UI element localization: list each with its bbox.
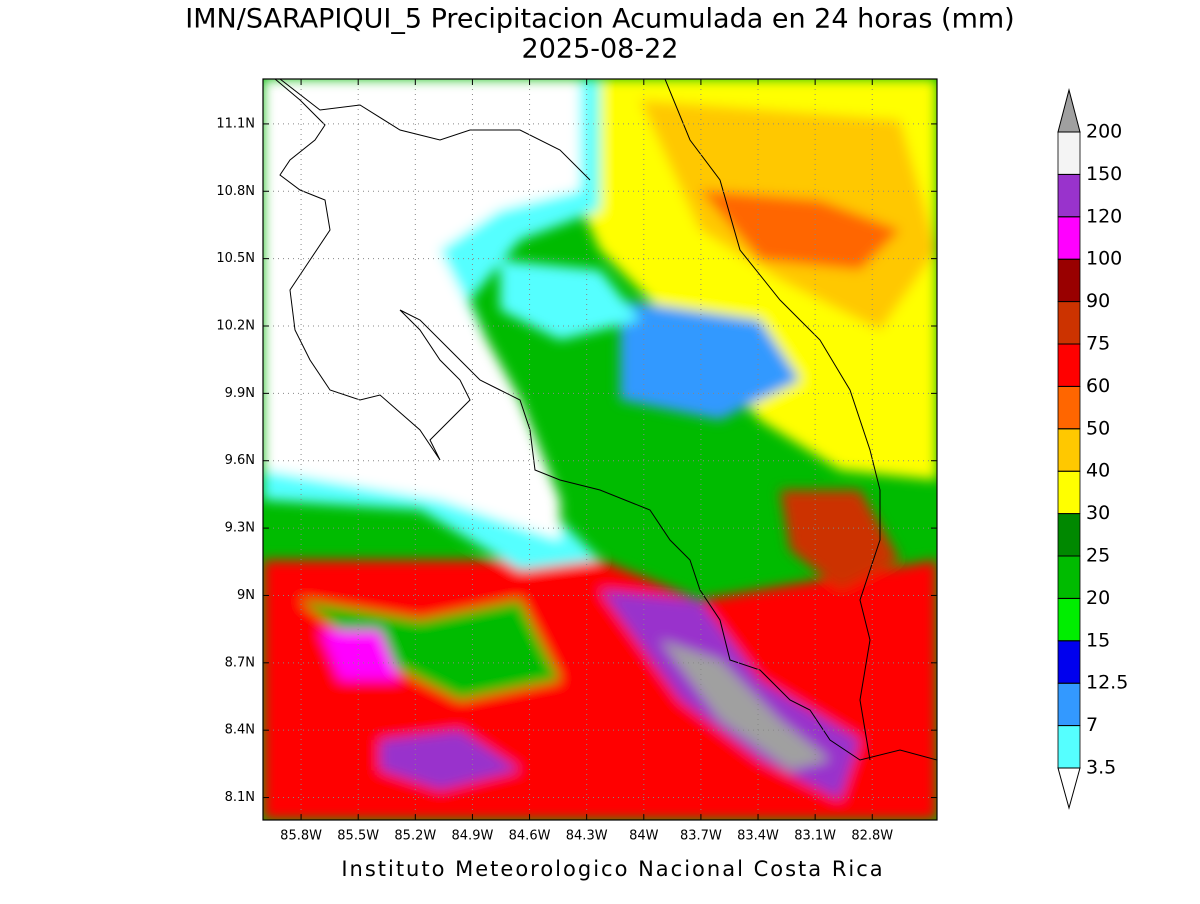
y-tick-label: 9.6N [225,453,255,468]
y-tick-label: 9.3N [225,521,255,536]
colorbar-label: 100 [1086,248,1122,270]
colorbar-under [1057,767,1081,810]
colorbar-segment [1057,343,1081,387]
colorbar-label: 3.5 [1086,757,1116,779]
colorbar-label: 90 [1086,290,1110,312]
colorbar-label: 7 [1086,714,1098,736]
colorbar-segment [1057,513,1081,557]
colorbar-segment [1057,385,1081,430]
y-tick-label: 8.4N [225,723,255,738]
colorbar-label: 75 [1086,333,1110,355]
colorbar-segment [1057,131,1081,175]
colorbar-label: 25 [1086,545,1110,567]
colorbar-label: 200 [1086,121,1122,143]
y-tick-label: 10.5N [216,251,255,266]
colorbar-segment [1057,173,1081,218]
colorbar-label: 12.5 [1086,672,1128,694]
x-tick-label: 83.4W [737,829,779,844]
y-tick-label: 10.2N [216,319,255,334]
colorbar-label: 150 [1086,163,1122,185]
x-tick-label: 82.8W [851,829,893,844]
x-tick-label: 83.7W [680,829,722,844]
colorbar-over [1057,88,1081,133]
colorbar-segment [1057,216,1081,260]
x-tick-label: 84.3W [566,829,608,844]
colorbar-segment [1057,682,1081,727]
colorbar-segment [1057,301,1081,345]
y-tick-label: 9.9N [225,386,255,401]
y-tick-label: 11.1N [216,116,255,131]
footer: Instituto Meteorologico Nacional Costa R… [341,857,884,881]
y-tick-label: 8.7N [225,655,255,670]
x-tick-label: 85.8W [280,829,322,844]
colorbar-label: 20 [1086,587,1110,609]
precip-field [263,79,937,820]
colorbar-label: 40 [1086,460,1110,482]
y-tick-label: 8.1N [225,790,255,805]
colorbar-label: 30 [1086,502,1110,524]
colorbar-segment [1057,258,1081,303]
x-tick-label: 84.6W [509,829,551,844]
x-tick-label: 85.5W [337,829,379,844]
colorbar-label: 120 [1086,205,1122,227]
x-tick-label: 85.2W [394,829,436,844]
colorbar-segment [1057,555,1081,599]
colorbar-segment [1057,725,1081,769]
colorbar-label: 15 [1086,629,1110,651]
colorbar-segment [1057,640,1081,684]
map-subtitle: 2025-08-22 [522,34,679,65]
y-tick-label: 9N [237,588,255,603]
colorbar-label: 60 [1086,375,1110,397]
colorbar-label: 50 [1086,417,1110,439]
y-tick-label: 10.8N [216,184,255,199]
colorbar-segment [1057,428,1081,472]
map-frame [262,78,938,821]
x-tick-label: 84.9W [452,829,494,844]
x-tick-label: 84W [629,829,659,844]
map-title: IMN/SARAPIQUI_5 Precipitacion Acumulada … [185,4,1014,35]
x-tick-label: 83.1W [794,829,836,844]
colorbar-segment [1057,598,1081,642]
colorbar-segment [1057,470,1081,515]
